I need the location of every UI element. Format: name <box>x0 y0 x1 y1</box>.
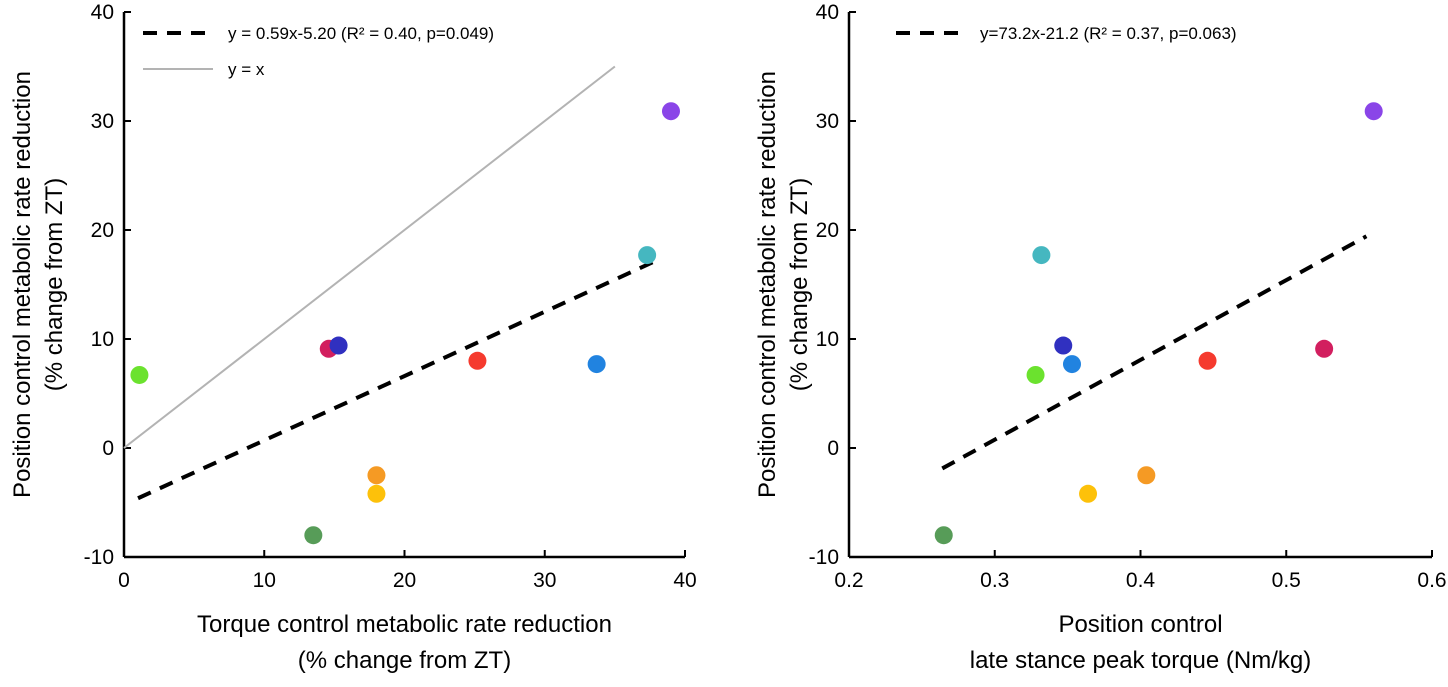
y-tick-label: 10 <box>816 328 839 351</box>
x-axis-label: Torque control metabolic rate reduction <box>197 611 612 638</box>
y-tick-label: -10 <box>809 546 839 569</box>
y-tick-label: 30 <box>816 110 839 133</box>
x-tick-label: 0 <box>118 569 130 592</box>
data-point <box>1315 339 1334 358</box>
y-tick-label: 20 <box>91 219 114 242</box>
data-point <box>1364 102 1383 121</box>
data-point <box>1137 466 1156 485</box>
y-tick-label: 10 <box>91 328 114 351</box>
data-point <box>1026 365 1045 384</box>
y-tick-label: -10 <box>84 546 114 569</box>
y-tick-label: 20 <box>816 219 839 242</box>
x-tick-label: 30 <box>533 569 556 592</box>
x-tick-label: 20 <box>393 569 416 592</box>
data-point <box>329 336 348 355</box>
x-tick-label: 0.6 <box>1417 569 1446 592</box>
x-tick-label: 0.4 <box>1126 569 1156 592</box>
y-tick-label: 0 <box>102 437 114 460</box>
x-tick-label: 40 <box>673 569 696 592</box>
x-tick-label: 0.3 <box>980 569 1009 592</box>
data-point <box>367 484 386 503</box>
legend-label: y = 0.59x-5.20 (R² = 0.40, p=0.049) <box>228 24 494 43</box>
data-point <box>1032 246 1051 265</box>
data-point <box>367 466 386 485</box>
y-tick-label: 40 <box>816 1 839 24</box>
x-axis-label: Position control <box>1058 611 1222 638</box>
data-point <box>1054 336 1073 355</box>
data-point <box>1079 484 1098 503</box>
y-tick-label: 40 <box>91 1 114 24</box>
data-point <box>661 102 680 121</box>
data-point <box>638 246 657 265</box>
y-axis-label: Position control metabolic rate reductio… <box>9 71 36 498</box>
trend-line <box>941 234 1368 471</box>
data-point <box>1198 351 1217 370</box>
data-point <box>304 526 323 545</box>
identity-line <box>123 65 616 449</box>
data-point <box>1062 355 1081 374</box>
x-tick-label: 0.2 <box>834 569 863 592</box>
y-tick-label: 30 <box>91 110 114 133</box>
data-point <box>934 526 953 545</box>
y-axis-label: (% change from ZT) <box>41 178 68 391</box>
x-tick-label: 10 <box>253 569 276 592</box>
data-point <box>130 365 149 384</box>
chart-panel-2: 0.2 0.3 0.4 0.5 0.6 -10 0 10 20 30 40 Position cont… <box>754 1 1447 674</box>
data-point <box>468 351 487 370</box>
y-axis-label: (% change from ZT) <box>786 178 813 391</box>
trend-line <box>137 258 658 501</box>
legend-label: y = x <box>228 60 265 79</box>
legend-label: y=73.2x-21.2 (R² = 0.37, p=0.063) <box>980 24 1237 43</box>
data-point <box>587 355 606 374</box>
x-tick-label: 0.5 <box>1272 569 1301 592</box>
y-tick-label: 0 <box>827 437 839 460</box>
x-axis-label: (% change from ZT) <box>298 647 511 674</box>
y-axis-label: Position control metabolic rate reductio… <box>754 71 781 498</box>
x-axis-label: late stance peak torque (Nm/kg) <box>970 647 1312 674</box>
